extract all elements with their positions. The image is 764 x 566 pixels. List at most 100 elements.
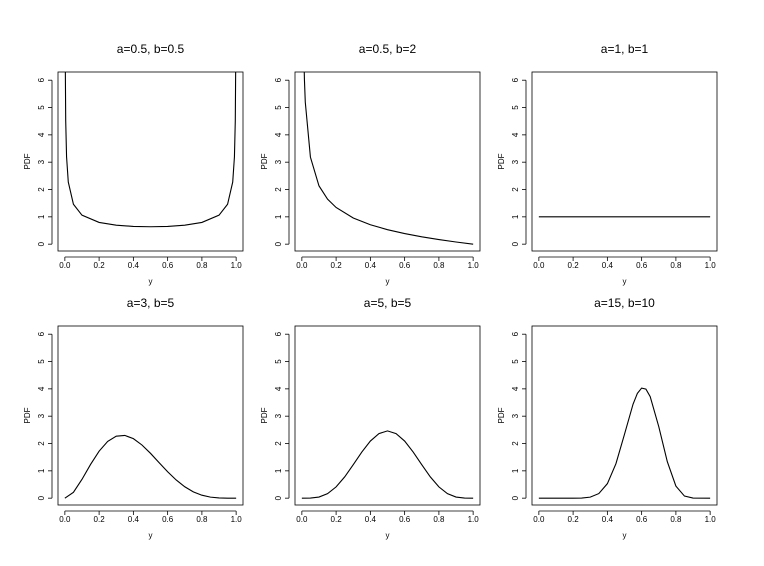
y-axis-label: PDF: [497, 407, 506, 423]
x-tick-label: 0.8: [196, 515, 208, 524]
x-axis-label: y: [386, 277, 390, 286]
x-tick-label: 1.0: [468, 515, 480, 524]
y-tick-label: 4: [37, 132, 46, 137]
panel: a=0.5, b=2 0.0 0.2 0.4 0.6 0.8 1.0 0 1 2 3 4 5 6 y PDF: [260, 42, 481, 286]
y-tick-label: 3: [274, 413, 283, 418]
y-axis-label: PDF: [23, 153, 32, 169]
panel-title: a=1, b=1: [601, 42, 649, 56]
plot-frame: [531, 71, 718, 252]
y-tick-label: 6: [511, 331, 520, 336]
curve: [303, 72, 474, 245]
y-tick-label: 0: [511, 495, 520, 500]
y-tick-label: 1: [511, 468, 520, 473]
plot-frame: [57, 325, 244, 506]
y-tick-label: 2: [274, 187, 283, 192]
plot-frame: [531, 325, 718, 506]
x-tick-label: 0.8: [670, 515, 682, 524]
panel-title: a=5, b=5: [364, 296, 412, 310]
x-tick-label: 0.8: [670, 261, 682, 270]
y-tick-label: 1: [511, 214, 520, 219]
panel: a=15, b=10 0.0 0.2 0.4 0.6 0.8 1.0 0 1 2 3 4 5 6 y PDF: [497, 296, 718, 540]
x-tick-label: 0.2: [331, 261, 343, 270]
y-tick-label: 5: [511, 359, 520, 364]
panel: a=3, b=5 0.0 0.2 0.4 0.6 0.8 1.0 0 1 2 3 4 5 6 y PDF: [23, 296, 244, 540]
x-tick-label: 0.6: [162, 261, 174, 270]
x-tick-label: 0.6: [162, 515, 174, 524]
y-tick-label: 0: [511, 241, 520, 246]
plot-frame: [294, 325, 481, 506]
x-tick-label: 0.4: [128, 261, 140, 270]
y-axis-label: PDF: [23, 407, 32, 423]
y-tick-label: 3: [511, 413, 520, 418]
x-tick-label: 0.2: [94, 261, 106, 270]
x-tick-label: 0.4: [602, 515, 614, 524]
y-tick-label: 3: [37, 159, 46, 164]
x-tick-label: 0.4: [128, 515, 140, 524]
x-tick-label: 0.0: [59, 261, 71, 270]
y-tick-label: 2: [274, 441, 283, 446]
y-tick-label: 6: [511, 77, 520, 82]
y-tick-label: 1: [274, 214, 283, 219]
y-tick-label: 1: [37, 468, 46, 473]
x-tick-label: 1.0: [468, 261, 480, 270]
x-axis-label: y: [149, 531, 153, 540]
y-tick-label: 5: [274, 359, 283, 364]
x-tick-label: 1.0: [705, 261, 717, 270]
y-tick-label: 4: [37, 386, 46, 391]
y-tick-label: 5: [274, 105, 283, 110]
y-tick-label: 2: [511, 441, 520, 446]
y-tick-label: 6: [37, 77, 46, 82]
y-tick-label: 6: [274, 77, 283, 82]
panel: a=0.5, b=0.5 0.0 0.2 0.4 0.6 0.8 1.0 0 1 2 3 4 5 6 y PD…: [23, 42, 244, 286]
x-tick-label: 0.0: [533, 515, 545, 524]
x-tick-label: 0.6: [636, 261, 648, 270]
y-tick-label: 0: [37, 241, 46, 246]
y-tick-label: 3: [37, 413, 46, 418]
y-tick-label: 4: [274, 132, 283, 137]
y-tick-label: 5: [37, 105, 46, 110]
y-tick-label: 4: [274, 386, 283, 391]
x-tick-label: 0.2: [568, 261, 580, 270]
y-tick-label: 3: [511, 159, 520, 164]
x-axis-label: y: [623, 531, 627, 540]
x-tick-label: 0.4: [602, 261, 614, 270]
x-tick-label: 0.6: [399, 261, 411, 270]
x-tick-label: 0.0: [296, 515, 308, 524]
y-tick-label: 5: [511, 105, 520, 110]
x-tick-label: 0.6: [399, 515, 411, 524]
plot-frame: [57, 71, 244, 252]
x-tick-label: 0.8: [433, 515, 445, 524]
panel-title: a=15, b=10: [594, 296, 655, 310]
y-axis-label: PDF: [497, 153, 506, 169]
x-tick-label: 0.2: [331, 515, 343, 524]
panel-title: a=0.5, b=2: [359, 42, 417, 56]
x-tick-label: 1.0: [231, 515, 243, 524]
curve: [301, 430, 474, 499]
x-tick-label: 0.0: [533, 261, 545, 270]
x-tick-label: 0.4: [365, 515, 377, 524]
y-tick-label: 1: [274, 468, 283, 473]
x-tick-label: 0.2: [94, 515, 106, 524]
panel-title: a=0.5, b=0.5: [117, 42, 185, 56]
x-axis-label: y: [149, 277, 153, 286]
y-axis-label: PDF: [260, 407, 269, 423]
x-tick-label: 0.4: [365, 261, 377, 270]
x-tick-label: 0.0: [59, 515, 71, 524]
y-tick-label: 3: [274, 159, 283, 164]
y-tick-label: 6: [37, 331, 46, 336]
x-tick-label: 1.0: [231, 261, 243, 270]
x-axis-label: y: [386, 531, 390, 540]
x-tick-label: 0.0: [296, 261, 308, 270]
x-axis-label: y: [623, 277, 627, 286]
y-tick-label: 1: [37, 214, 46, 219]
y-tick-label: 5: [37, 359, 46, 364]
y-tick-label: 0: [274, 241, 283, 246]
curve: [64, 434, 237, 499]
x-tick-label: 0.8: [433, 261, 445, 270]
y-tick-label: 2: [37, 441, 46, 446]
y-tick-label: 4: [511, 132, 520, 137]
y-tick-label: 2: [511, 187, 520, 192]
x-tick-label: 0.2: [568, 515, 580, 524]
